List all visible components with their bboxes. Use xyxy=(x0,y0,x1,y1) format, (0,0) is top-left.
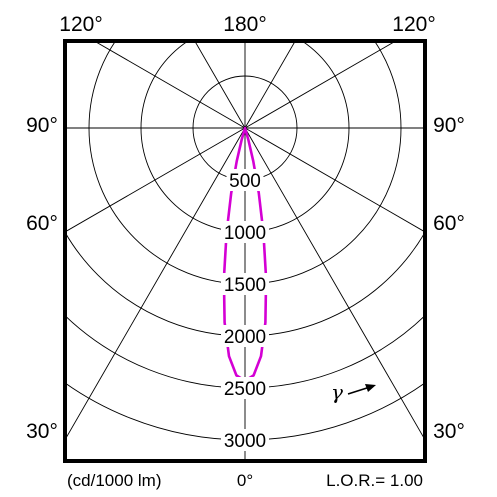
radial-tick-label: 3000 xyxy=(224,431,266,452)
angle-label-top-left: 120° xyxy=(59,13,102,36)
grid-spoke xyxy=(65,127,246,233)
radial-tick-label: 1500 xyxy=(224,275,266,296)
chart-frame xyxy=(63,39,427,463)
radial-tick-label-bg xyxy=(221,221,269,243)
grid-spoke xyxy=(93,41,246,129)
intensity-curve-layer xyxy=(222,126,268,382)
angle-label-right-90: 90° xyxy=(433,114,465,137)
lor-label: L.O.R.= 1.00 xyxy=(326,471,423,490)
grid-spoke xyxy=(244,127,425,233)
unit-label: (cd/1000 lm) xyxy=(67,471,161,490)
grid-spoke xyxy=(65,127,246,441)
angle-label-bottom-center: 0° xyxy=(237,471,253,490)
radial-tick-label-bg xyxy=(221,273,269,295)
angle-label-top-right: 120° xyxy=(392,13,435,36)
radial-tick-label: 1000 xyxy=(224,223,266,244)
radial-tick-label-bg xyxy=(226,169,264,191)
angle-label-top-center: 180° xyxy=(223,13,266,36)
radial-tick-labels: 500 1000 1500 2000 2500 3000 xyxy=(221,169,269,452)
angle-label-right-60: 60° xyxy=(433,212,465,235)
angle-label-left-90: 90° xyxy=(26,114,58,137)
radial-tick-label: 2000 xyxy=(224,327,266,348)
angle-label-left-60: 60° xyxy=(26,212,58,235)
grid-spoke xyxy=(244,41,296,129)
grid-spoke xyxy=(244,41,397,129)
grid-spoke xyxy=(194,41,246,129)
gamma-arrow-icon xyxy=(347,384,376,395)
grid-spoke xyxy=(244,127,425,441)
angle-label-left-30: 30° xyxy=(26,420,58,443)
radial-tick-label-bg xyxy=(221,429,269,451)
radial-tick-label: 2500 xyxy=(224,379,266,400)
gamma-label: γ xyxy=(331,380,343,404)
angle-label-right-30: 30° xyxy=(433,420,465,443)
radial-tick-label-bg xyxy=(221,325,269,347)
radial-tick-label-bg xyxy=(221,377,269,399)
intensity-curve xyxy=(222,126,268,382)
radial-tick-label: 500 xyxy=(229,171,261,192)
grid-ring xyxy=(65,382,425,441)
